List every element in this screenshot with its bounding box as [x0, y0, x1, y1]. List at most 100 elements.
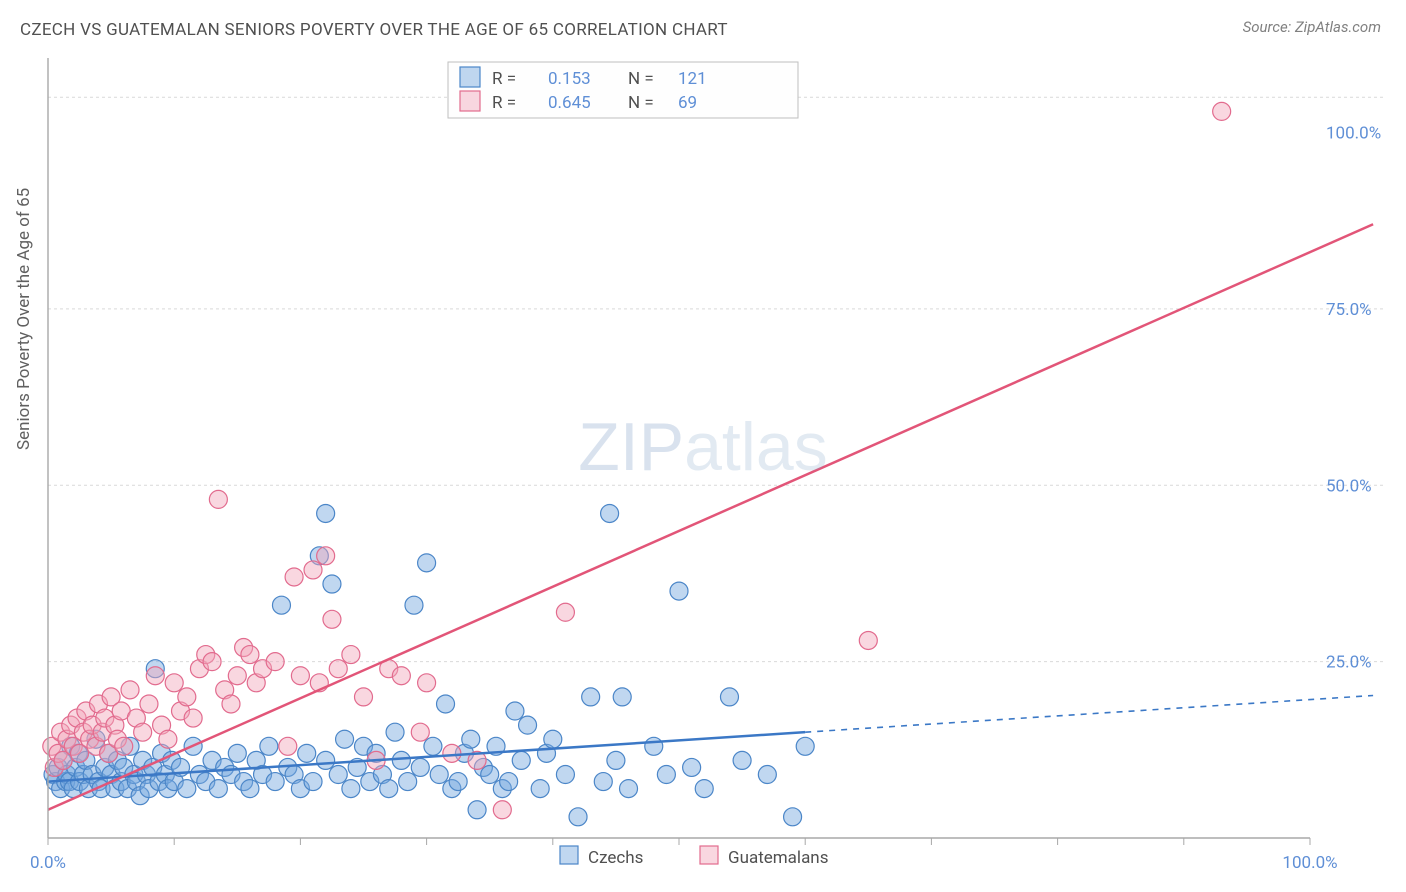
legend-r-value: 0.153: [548, 69, 591, 89]
data-point: [405, 596, 423, 614]
data-point: [582, 688, 600, 706]
data-point: [203, 653, 221, 671]
data-point: [645, 737, 663, 755]
legend-n-value: 69: [678, 93, 697, 113]
data-point: [178, 780, 196, 798]
data-point: [317, 504, 335, 522]
legend-label-czechs: Czechs: [588, 848, 643, 868]
data-point: [241, 646, 259, 664]
data-point: [720, 688, 738, 706]
legend-r-label: R =: [492, 69, 516, 89]
data-point: [683, 758, 701, 776]
data-point: [411, 758, 429, 776]
data-point: [298, 744, 316, 762]
data-point: [443, 744, 461, 762]
legend-r-label: R =: [492, 93, 516, 113]
data-point: [613, 688, 631, 706]
data-point: [556, 766, 574, 784]
data-point: [733, 751, 751, 769]
data-point: [544, 730, 562, 748]
data-point: [418, 674, 436, 692]
data-point: [695, 780, 713, 798]
legend-n-label: N =: [628, 93, 654, 113]
data-point: [506, 702, 524, 720]
data-point: [291, 667, 309, 685]
data-point: [500, 773, 518, 791]
data-point: [228, 667, 246, 685]
data-point: [620, 780, 638, 798]
data-point: [329, 660, 347, 678]
legend-swatch-guatemalans: [700, 846, 718, 864]
data-point: [796, 737, 814, 755]
data-point: [784, 808, 802, 826]
x-tick-label: 0.0%: [30, 853, 66, 873]
data-point: [285, 568, 303, 586]
data-point: [209, 490, 227, 508]
legend-swatch: [460, 67, 480, 87]
data-point: [266, 653, 284, 671]
data-point: [758, 766, 776, 784]
legend-n-label: N =: [628, 69, 654, 89]
data-point: [657, 766, 675, 784]
data-point: [594, 773, 612, 791]
data-point: [512, 751, 530, 769]
czech-regression-extension: [805, 695, 1373, 732]
legend-r-value: 0.645: [548, 93, 591, 113]
data-point: [399, 773, 417, 791]
data-point: [342, 780, 360, 798]
data-point: [531, 780, 549, 798]
data-point: [266, 773, 284, 791]
data-point: [317, 547, 335, 565]
y-tick-label: 25.0%: [1326, 653, 1372, 673]
series-legend: Czechs Guatemalans: [560, 846, 828, 868]
data-point: [228, 744, 246, 762]
grid-layer: [48, 97, 1385, 661]
legend-swatch: [460, 91, 480, 111]
data-point: [670, 582, 688, 600]
data-point: [607, 751, 625, 769]
data-point: [1213, 102, 1231, 120]
data-point: [601, 504, 619, 522]
data-point: [449, 773, 467, 791]
data-point: [323, 610, 341, 628]
legend-label-guatemalans: Guatemalans: [728, 848, 828, 868]
data-point: [336, 730, 354, 748]
data-point: [272, 596, 290, 614]
data-point: [493, 801, 511, 819]
data-point: [241, 780, 259, 798]
data-point: [304, 561, 322, 579]
x-tick-label: 100.0%: [1282, 853, 1337, 873]
data-point: [418, 554, 436, 572]
scatter-chart: ZIPatlas 0.0%100.0%25.0%50.0%75.0%100.0%…: [0, 0, 1406, 892]
data-point: [859, 631, 877, 649]
data-point: [140, 695, 158, 713]
data-point: [380, 780, 398, 798]
data-point: [355, 688, 373, 706]
data-point: [184, 709, 202, 727]
y-tick-label: 50.0%: [1326, 476, 1372, 496]
data-point: [519, 716, 537, 734]
data-point: [411, 723, 429, 741]
legend-n-value: 121: [678, 69, 707, 89]
data-point: [392, 751, 410, 769]
data-point: [222, 695, 240, 713]
data-point: [342, 646, 360, 664]
legend-swatch-czechs: [560, 846, 578, 864]
data-point: [304, 773, 322, 791]
data-point: [569, 808, 587, 826]
data-point: [146, 667, 164, 685]
guatemalan-regression-line: [48, 224, 1373, 810]
regression-lines: [48, 224, 1373, 810]
data-point: [323, 575, 341, 593]
data-point: [329, 766, 347, 784]
data-point: [260, 737, 278, 755]
data-point: [165, 674, 183, 692]
y-tick-label: 100.0%: [1326, 124, 1381, 144]
data-point: [462, 730, 480, 748]
data-point: [121, 681, 139, 699]
data-point: [424, 737, 442, 755]
data-point: [437, 695, 455, 713]
y-tick-label: 75.0%: [1326, 300, 1372, 320]
data-point: [430, 766, 448, 784]
data-point: [279, 737, 297, 755]
